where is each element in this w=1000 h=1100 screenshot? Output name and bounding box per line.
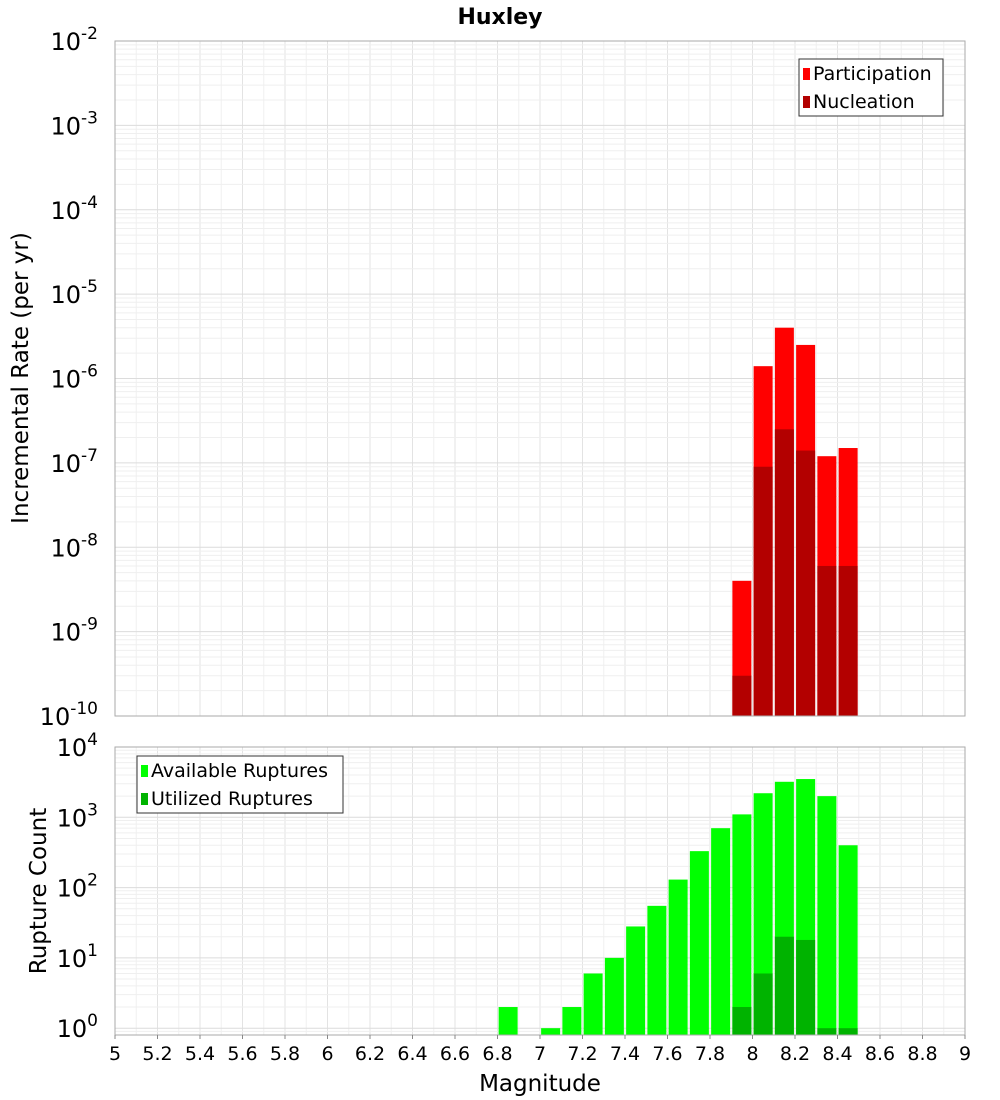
top-y-ticks: 10-10 10-9 10-8 10-7 10-6 10-5 10-4 10-3 10-2	[40, 24, 98, 731]
bar-nucleation	[732, 675, 752, 716]
legend-label: Available Ruptures	[151, 760, 328, 782]
x-tick-label: 5.4	[185, 1043, 215, 1065]
y-tick-label: 104	[57, 730, 98, 762]
legend-swatch	[803, 96, 810, 108]
x-tick-label: 5.6	[227, 1043, 257, 1065]
bottom-bars	[498, 779, 858, 1035]
y-tick-label: 10-9	[51, 615, 99, 647]
bottom-legend: Available Ruptures Utilized Ruptures	[136, 755, 344, 814]
y-tick-label: 10-8	[51, 530, 99, 562]
x-tick-label: 8.6	[865, 1043, 895, 1065]
bar-available-ruptures	[562, 1007, 582, 1035]
y-tick-label: 102	[57, 871, 98, 903]
bar-available-ruptures	[647, 905, 667, 1035]
x-tick-label: 5.8	[270, 1043, 300, 1065]
bar-available-ruptures	[498, 1007, 518, 1035]
x-tick-label: 6.4	[397, 1043, 427, 1065]
bar-nucleation	[838, 565, 858, 716]
x-tick-label: 5.2	[142, 1043, 172, 1065]
x-tick-label: 6.2	[355, 1043, 385, 1065]
x-tick-label: 7.4	[610, 1043, 640, 1065]
x-ticks: 5 5.2 5.4 5.6 5.8 6 6.2 6.4 6.6 6.8 7 7.2 7.4 7.6 7.8 8…	[109, 1035, 971, 1065]
y-tick-label: 10-10	[40, 699, 98, 731]
bottom-y-ticks: 100 101 102 103 104	[57, 730, 98, 1043]
x-tick-label: 7	[534, 1043, 546, 1065]
bottom-y-axis-label: Rupture Count	[26, 808, 52, 974]
x-tick-label: 7.2	[567, 1043, 597, 1065]
x-tick-label: 6.8	[482, 1043, 512, 1065]
legend-swatch	[141, 765, 148, 777]
x-tick-label: 7.6	[652, 1043, 682, 1065]
x-axis-label: Magnitude	[479, 1071, 601, 1097]
y-tick-label: 100	[57, 1011, 98, 1043]
x-tick-label: 6.6	[440, 1043, 470, 1065]
y-tick-label: 103	[57, 800, 98, 832]
x-tick-label: 9	[959, 1043, 971, 1065]
bar-available-ruptures	[604, 957, 624, 1035]
x-tick-label: 5	[109, 1043, 121, 1065]
bar-utilized-ruptures	[817, 1028, 837, 1035]
bar-nucleation	[817, 565, 837, 716]
chart-title: Huxley	[457, 5, 542, 30]
bar-utilized-ruptures	[796, 939, 816, 1035]
bar-available-ruptures	[732, 814, 752, 1035]
legend-box	[136, 755, 344, 814]
bar-utilized-ruptures	[774, 936, 794, 1035]
y-tick-label: 10-4	[51, 193, 99, 225]
bar-available-ruptures	[711, 828, 731, 1035]
top-legend: Participation Nucleation	[798, 58, 944, 117]
bar-available-ruptures	[583, 973, 603, 1035]
legend-swatch	[803, 68, 810, 80]
x-tick-label: 8.4	[822, 1043, 852, 1065]
x-tick-label: 8	[746, 1043, 758, 1065]
bar-utilized-ruptures	[732, 1007, 752, 1035]
top-y-axis-label: Incremental Rate (per yr)	[8, 232, 34, 524]
legend-label: Utilized Ruptures	[151, 788, 313, 810]
bar-utilized-ruptures	[753, 973, 773, 1035]
y-tick-label: 10-2	[51, 24, 99, 56]
top-plot-frame	[114, 40, 966, 717]
bar-available-ruptures	[626, 926, 646, 1035]
top-bars	[732, 327, 858, 716]
top-grid	[114, 40, 966, 717]
y-tick-label: 10-7	[51, 446, 99, 478]
legend-box	[798, 58, 944, 117]
x-tick-label: 8.2	[780, 1043, 810, 1065]
bar-available-ruptures	[838, 845, 858, 1035]
x-tick-label: 6	[321, 1043, 333, 1065]
legend-swatch	[141, 793, 148, 805]
top-panel: 10-10 10-9 10-8 10-7 10-6 10-5 10-4 10-3 10-2 In…	[8, 24, 966, 731]
bar-nucleation	[796, 450, 816, 716]
y-tick-label: 10-5	[51, 277, 99, 309]
bar-available-ruptures	[668, 879, 688, 1035]
bar-available-ruptures	[689, 851, 709, 1035]
bar-available-ruptures	[817, 796, 837, 1035]
bar-nucleation	[774, 429, 794, 716]
y-tick-label: 10-6	[51, 362, 99, 394]
bottom-panel: 100 101 102 103 104 5 5.2 5.4 5.6 5.8 6 6.2 6.4 6.6 6…	[26, 730, 971, 1097]
bar-utilized-ruptures	[838, 1028, 858, 1035]
y-tick-label: 10-3	[51, 108, 99, 140]
legend-label: Participation	[813, 63, 932, 85]
x-tick-label: 7.8	[695, 1043, 725, 1065]
legend-label: Nucleation	[813, 91, 915, 113]
bar-available-ruptures	[541, 1028, 561, 1035]
y-tick-label: 101	[57, 941, 98, 973]
bar-nucleation	[753, 466, 773, 716]
x-tick-label: 8.8	[907, 1043, 937, 1065]
